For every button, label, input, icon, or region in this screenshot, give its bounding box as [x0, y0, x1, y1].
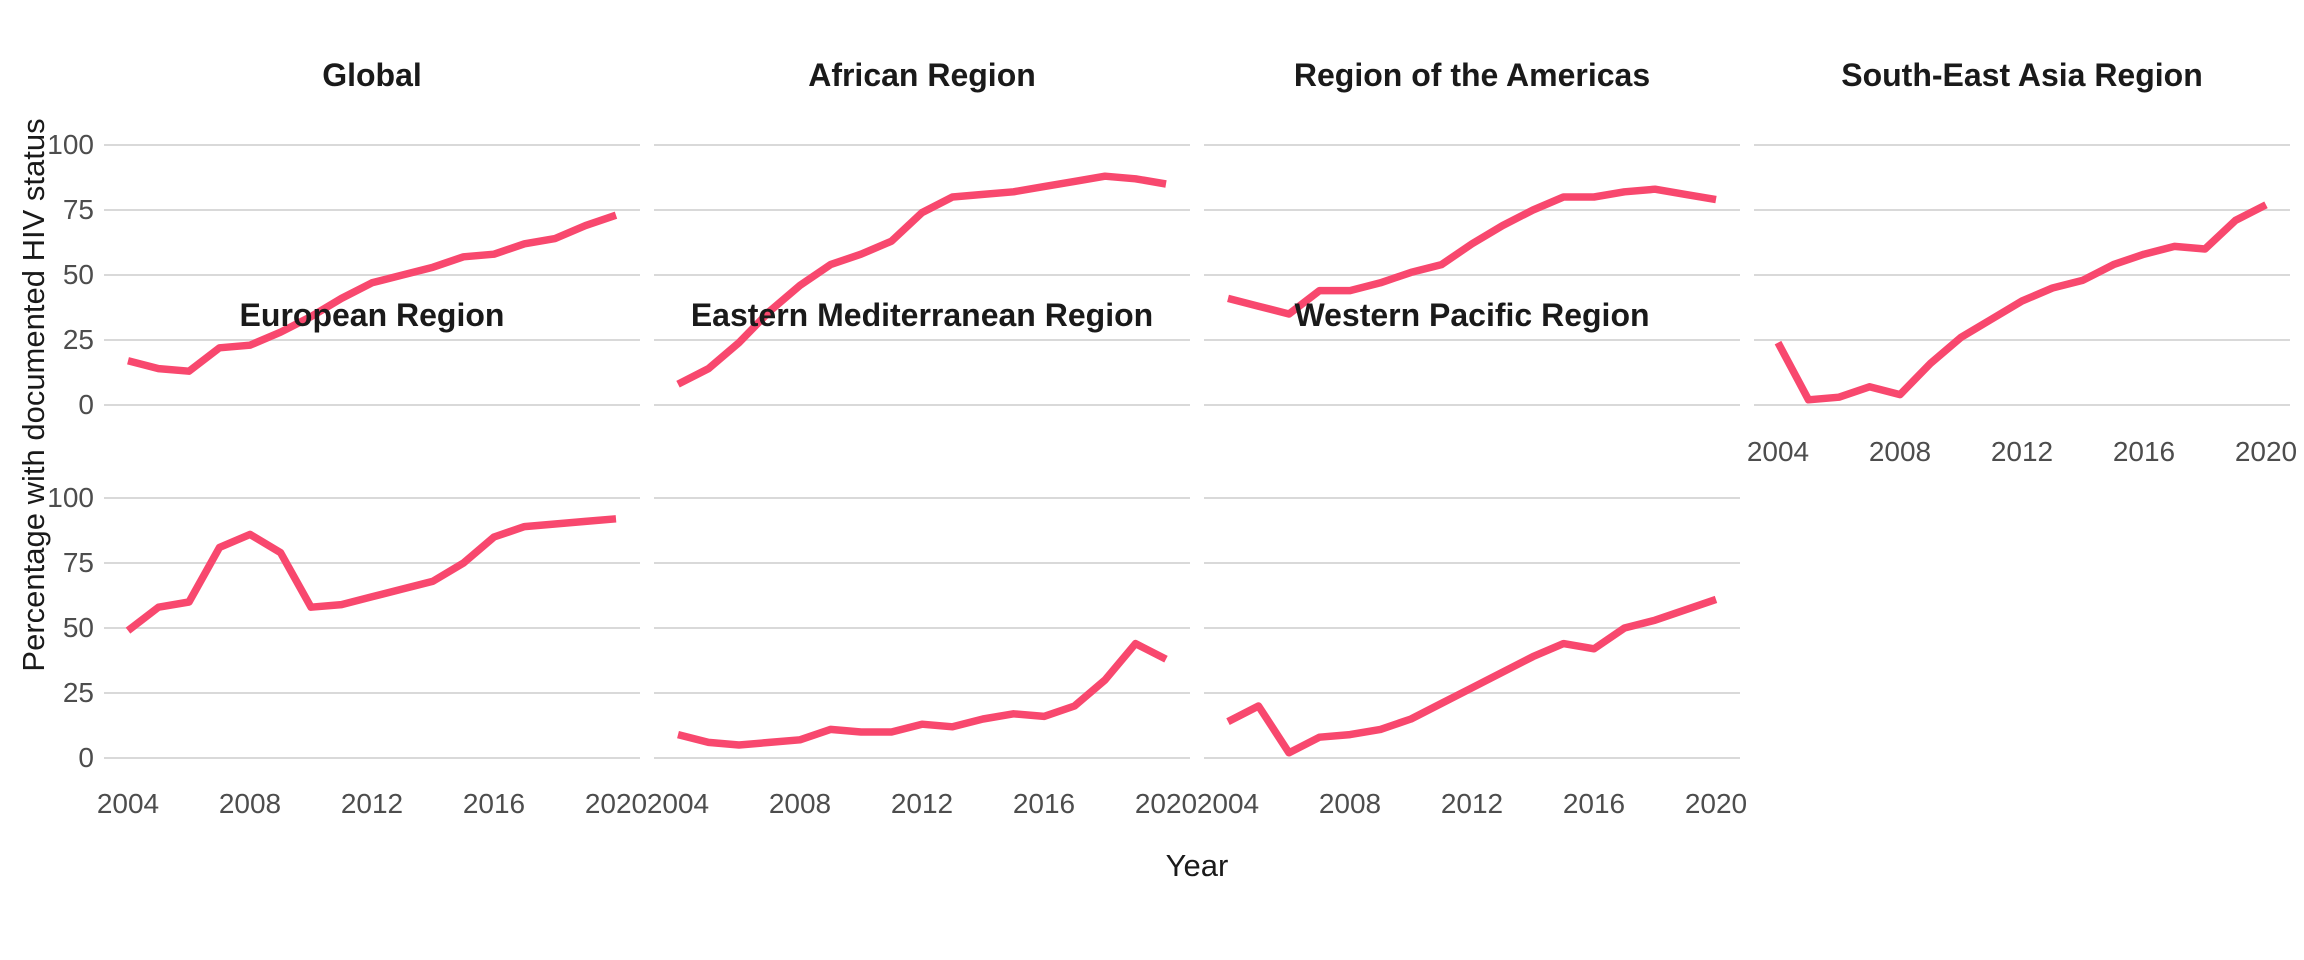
- x-tick-label-2008-south-east-asia-region: 2008: [1868, 436, 1932, 467]
- facet-plot-western-pacific-region: [1204, 497, 1740, 759]
- x-tick-label-2020-eastern-mediterranean-region: 2020: [1134, 788, 1198, 819]
- facet-plot-south-east-asia-region: [1754, 144, 2290, 406]
- x-tick-label-2020-south-east-asia-region: 2020: [2234, 436, 2298, 467]
- y-tick-label-75: 75: [62, 194, 94, 225]
- x-tick-label-2008-european-region: 2008: [218, 788, 282, 819]
- x-tick-label-2008-western-pacific-region: 2008: [1318, 788, 1382, 819]
- data-line-south-east-asia-region: [1774, 201, 2268, 404]
- facet-plot-eastern-mediterranean-region: [654, 497, 1190, 759]
- facet-plot-european-region: [104, 497, 640, 759]
- y-tick-label-50: 50: [62, 612, 94, 643]
- x-tick-label-2020-european-region: 2020: [584, 788, 648, 819]
- data-line-global: [127, 211, 618, 375]
- x-tick-label-2016-south-east-asia-region: 2016: [2112, 436, 2176, 467]
- y-tick-label-75: 75: [62, 547, 94, 578]
- data-line-european-region: [125, 515, 617, 634]
- x-tick-label-2016-eastern-mediterranean-region: 2016: [1012, 788, 1076, 819]
- data-line-region-of-the-americas: [1227, 185, 1717, 318]
- x-tick-label-2012-eastern-mediterranean-region: 2012: [890, 788, 954, 819]
- facet-title-european-region: European Region: [239, 297, 505, 333]
- facet-title-global: Global: [322, 57, 422, 93]
- facet-title-region-of-the-americas: Region of the Americas: [1293, 57, 1651, 93]
- x-tick-label-2012-european-region: 2012: [340, 788, 404, 819]
- x-tick-label-2004-european-region: 2004: [96, 788, 160, 819]
- data-line-african-region: [676, 172, 1167, 388]
- x-tick-label-2020-western-pacific-region: 2020: [1684, 788, 1748, 819]
- y-tick-label-0: 0: [78, 742, 94, 773]
- facet-plot-region-of-the-americas: [1204, 144, 1740, 406]
- y-tick-label-100: 100: [47, 129, 94, 160]
- y-tick-label-50: 50: [62, 259, 94, 290]
- x-tick-label-2004-western-pacific-region: 2004: [1196, 788, 1260, 819]
- y-tick-label-25: 25: [62, 324, 94, 355]
- x-tick-label-2016-western-pacific-region: 2016: [1562, 788, 1626, 819]
- facet-plot-african-region: [654, 144, 1190, 406]
- data-line-eastern-mediterranean-region: [677, 639, 1168, 749]
- facet-title-western-pacific-region: Western Pacific Region: [1294, 297, 1650, 333]
- x-tick-label-2004-eastern-mediterranean-region: 2004: [646, 788, 710, 819]
- facet-title-south-east-asia-region: South-East Asia Region: [1841, 57, 2203, 93]
- x-tick-label-2004-south-east-asia-region: 2004: [1746, 436, 1810, 467]
- y-tick-label-0: 0: [78, 389, 94, 420]
- y-tick-label-25: 25: [62, 677, 94, 708]
- y-tick-label-100: 100: [47, 482, 94, 513]
- data-line-western-pacific-region: [1226, 595, 1718, 757]
- x-tick-label-2016-european-region: 2016: [462, 788, 526, 819]
- facet-plot-global: [104, 144, 640, 406]
- x-tick-label-2012-western-pacific-region: 2012: [1440, 788, 1504, 819]
- x-axis-title: Year: [1165, 848, 1229, 883]
- x-tick-label-2008-eastern-mediterranean-region: 2008: [768, 788, 832, 819]
- facet-title-eastern-mediterranean-region: Eastern Mediterranean Region: [690, 297, 1154, 333]
- x-tick-label-2012-south-east-asia-region: 2012: [1990, 436, 2054, 467]
- facet-title-african-region: African Region: [808, 57, 1036, 93]
